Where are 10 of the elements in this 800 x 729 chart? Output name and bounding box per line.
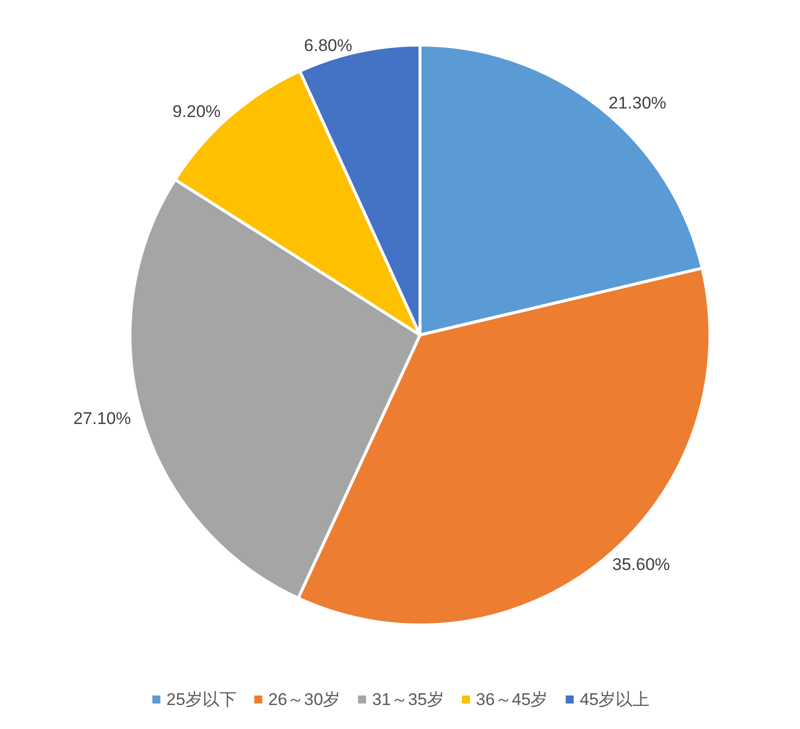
data-label: 6.80% <box>304 36 352 56</box>
legend-label: 31～35岁 <box>372 690 444 709</box>
legend-label: 26～30岁 <box>268 690 340 709</box>
data-label: 21.30% <box>608 93 666 112</box>
data-label: 35.60% <box>612 554 670 574</box>
data-label: 9.20% <box>172 102 221 122</box>
data-label: 27.10% <box>73 408 132 428</box>
legend-label: 45岁以上 <box>580 690 650 709</box>
legend-label: 25岁以下 <box>166 690 236 709</box>
legend-label: 36～45岁 <box>476 690 548 709</box>
